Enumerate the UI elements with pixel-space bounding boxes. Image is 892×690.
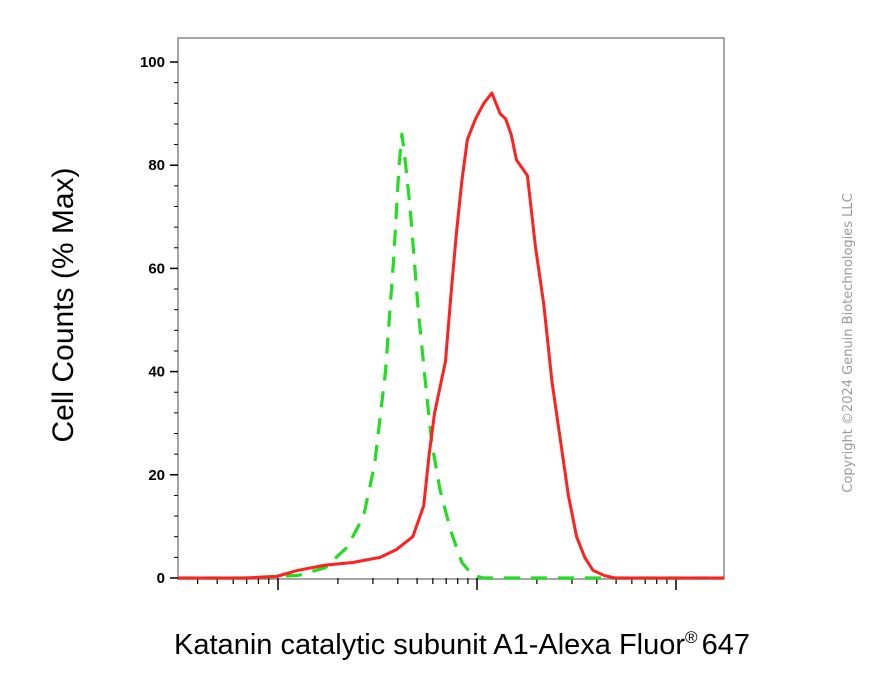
y-axis: 0 20 40 60 80 100 [140, 54, 178, 587]
x-axis [197, 578, 677, 590]
x-axis-title-main: Katanin catalytic subunit A1-Alexa Fluor [174, 629, 685, 661]
y-tick-label: 0 [157, 570, 165, 587]
plot-frame [177, 37, 725, 580]
copyright-watermark: Copyright ©2024 Genuin Biotechnologies L… [841, 193, 856, 492]
y-tick-label: 60 [148, 260, 165, 277]
x-axis-title-suffix: 647 [702, 629, 750, 661]
y-axis-title: Cell Counts (% Max) [47, 167, 80, 442]
y-tick-label: 40 [148, 364, 165, 381]
y-tick-label: 80 [148, 157, 165, 174]
y-tick-label: 100 [140, 54, 165, 71]
series-layer [178, 91, 724, 580]
dashed-green-series-line [178, 132, 724, 580]
x-axis-title-registered-mark: ® [685, 628, 698, 647]
solid-red-series-line [178, 91, 724, 580]
x-axis-title: Katanin catalytic subunit A1-Alexa Fluor… [174, 628, 750, 661]
y-tick-label: 20 [148, 467, 165, 484]
